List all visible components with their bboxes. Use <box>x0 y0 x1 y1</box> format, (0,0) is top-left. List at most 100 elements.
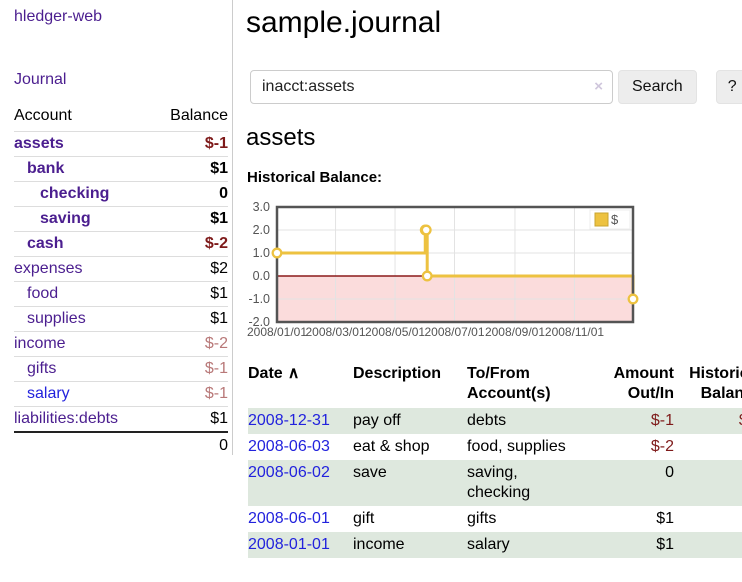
search-button[interactable]: Search <box>618 70 697 104</box>
chart-xtick-label: 2008/11/01 <box>545 325 604 339</box>
account-link[interactable]: liabilities:debts <box>14 410 119 427</box>
account-balance: $1 <box>151 306 228 332</box>
transaction-date-link[interactable]: 2008-01-01 <box>248 536 330 553</box>
search-form: × Search ? <box>250 70 742 104</box>
sidebar-divider <box>232 0 233 455</box>
transaction-amount: $1 <box>656 536 674 553</box>
account-link[interactable]: gifts <box>27 360 57 377</box>
account-link[interactable]: income <box>14 335 66 352</box>
account-row: bank $1 <box>14 156 228 182</box>
account-balance: $-1 <box>151 131 228 157</box>
register-col-description: Description <box>353 365 442 382</box>
transaction-date-link[interactable]: 2008-06-01 <box>248 510 330 527</box>
account-balance: $1 <box>151 156 228 182</box>
transaction-amount: $-2 <box>650 438 674 455</box>
account-link[interactable]: food <box>27 285 59 302</box>
account-row: expenses $2 <box>14 256 228 282</box>
chart-data-point <box>421 270 433 282</box>
account-row: income $-2 <box>14 331 228 357</box>
account-balance: $1 <box>151 406 228 432</box>
account-balance: $-2 <box>151 231 228 257</box>
transaction-balance: $-1 <box>674 408 742 434</box>
chart-xtick-label: 2008/05/01 <box>365 325 425 339</box>
account-link[interactable]: bank <box>27 160 65 177</box>
transaction-date-link[interactable]: 2008-12-31 <box>248 412 330 429</box>
account-link[interactable]: assets <box>14 135 64 152</box>
chart-ytick-label: 1.0 <box>253 246 270 260</box>
account-link[interactable]: cash <box>27 235 64 252</box>
clear-search-icon[interactable]: × <box>594 78 603 95</box>
accounts-header-row: Account Balance <box>14 104 228 132</box>
account-balance: $2 <box>151 256 228 282</box>
account-link[interactable]: saving <box>40 210 91 227</box>
accounts-col-balance: Balance <box>170 107 228 124</box>
register-table: Date ∧ Description To/From Account(s) Amount O… <box>248 362 742 558</box>
chart-ytick-label: -2.0 <box>248 315 270 329</box>
chart-data-point <box>627 293 639 305</box>
account-heading: assets <box>246 124 316 151</box>
transaction-date-link[interactable]: 2008-06-02 <box>248 464 330 481</box>
chart-title: Historical Balance: <box>247 169 383 186</box>
chart-xtick-label: 2008/01/01 <box>247 325 307 339</box>
transaction-amount: 0 <box>665 464 674 481</box>
accounts-total-balance: 0 <box>151 431 228 459</box>
account-row: liabilities:debts $1 <box>14 406 228 432</box>
register-row: 2008-06-03 eat & shop food, supplies $-20 <box>248 434 742 460</box>
app-title-link[interactable]: hledger-web <box>14 8 103 25</box>
account-balance: $-1 <box>151 356 228 382</box>
transaction-amount: $-1 <box>650 412 674 429</box>
chart-ytick-label: 2.0 <box>253 223 270 237</box>
page-title: sample.journal <box>246 6 442 39</box>
account-balance: $-1 <box>151 381 228 407</box>
account-row: checking 0 <box>14 181 228 207</box>
chart-legend-label: $ <box>611 212 619 227</box>
account-row: cash $-2 <box>14 231 228 257</box>
account-balance: $1 <box>151 281 228 307</box>
chart-svg: $3.0 2.0 1.0 0.0 -1.0 -2.02008/01/012008/03/0… <box>247 200 639 339</box>
account-row: saving $1 <box>14 206 228 232</box>
chart-ytick-label: 0.0 <box>253 269 270 283</box>
transaction-description: save <box>353 464 387 481</box>
transaction-accounts: gifts <box>467 510 497 527</box>
accounts-total-row: 0 <box>14 431 228 459</box>
account-balance: $-2 <box>151 331 228 357</box>
transaction-description: gift <box>353 510 375 527</box>
transaction-accounts: salary <box>467 536 510 553</box>
nav-journal-link[interactable]: Journal <box>14 71 67 88</box>
historical-balance-chart: $3.0 2.0 1.0 0.0 -1.0 -2.0 2008/01/01 2008/03/0… <box>245 200 742 345</box>
register-col-amount-out/in: Amount Out/In <box>613 365 674 402</box>
register-row: 2008-12-31 pay off debts $-1$-1 <box>248 408 742 434</box>
account-link[interactable]: salary <box>27 385 70 402</box>
chart-xtick-label: 2008/03/01 <box>305 325 365 339</box>
transaction-accounts: saving, checking <box>467 464 531 501</box>
account-row: salary $-1 <box>14 381 228 407</box>
search-input[interactable] <box>250 70 613 104</box>
transaction-description: income <box>353 536 405 553</box>
transaction-amount: $1 <box>656 510 674 527</box>
transaction-accounts: debts <box>467 412 507 429</box>
transaction-date-link[interactable]: 2008-06-03 <box>248 438 330 455</box>
chart-xtick-label: 2008/07/01 <box>424 325 484 339</box>
account-link[interactable]: expenses <box>14 260 83 277</box>
sort-ascending-icon: ∧ <box>287 365 300 382</box>
register-col-date[interactable]: Date ∧ <box>248 365 300 382</box>
accounts-col-account: Account <box>14 107 72 124</box>
help-button[interactable]: ? <box>715 70 742 104</box>
accounts-table: Account Balance assets $-1 bank $1 checking 0… <box>14 104 228 459</box>
transaction-balance: 0 <box>674 434 742 460</box>
account-row: assets $-1 <box>14 131 228 157</box>
account-balance: $1 <box>151 206 228 232</box>
register-col-to/from-account(s): To/From Account(s) <box>467 365 551 402</box>
chart-ytick-label: 3.0 <box>253 200 270 214</box>
register-row: 2008-01-01 income salary $1$1 <box>248 532 742 558</box>
chart-ytick-label: -1.0 <box>248 292 270 306</box>
register-row: 2008-06-02 save saving, checking 0$2 <box>248 460 742 506</box>
account-row: food $1 <box>14 281 228 307</box>
register-row: 2008-06-01 gift gifts $1$2 <box>248 506 742 532</box>
register-header-row: Date ∧ Description To/From Account(s) Amount O… <box>248 362 742 408</box>
chart-data-point <box>420 224 432 236</box>
account-link[interactable]: checking <box>40 185 110 202</box>
transaction-accounts: food, supplies <box>467 438 566 455</box>
account-link[interactable]: supplies <box>27 310 86 327</box>
